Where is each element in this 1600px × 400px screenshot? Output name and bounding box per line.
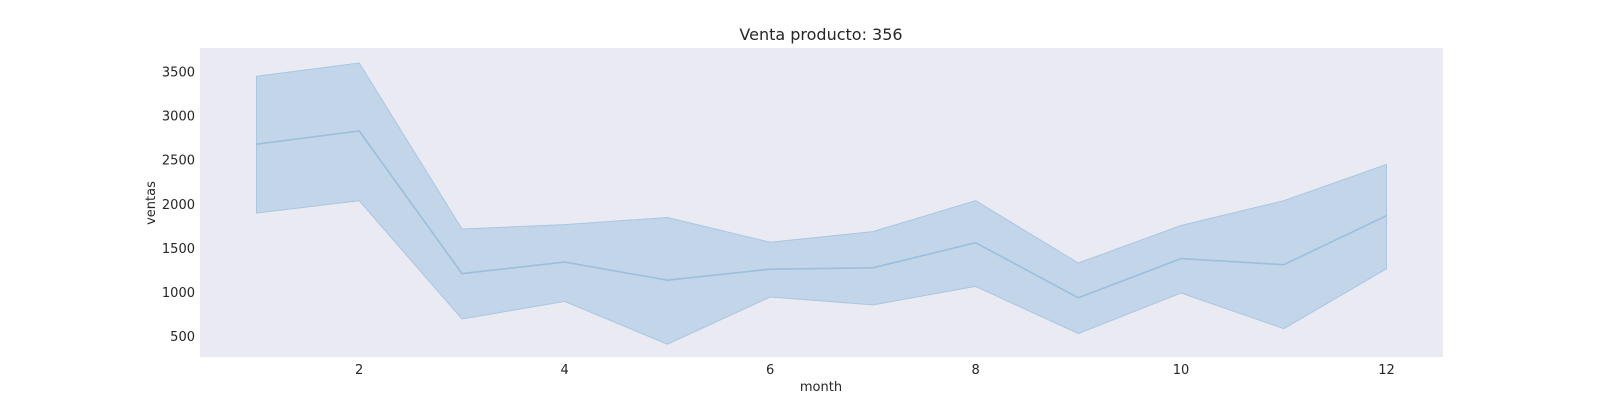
- y-tick-label: 2000: [162, 198, 195, 213]
- y-tick-label: 2500: [162, 154, 195, 169]
- mean-line: [256, 130, 1387, 299]
- y-tick-label: 1000: [162, 286, 195, 301]
- x-tick-label: 4: [561, 363, 569, 378]
- y-tick-label: 1500: [162, 242, 195, 257]
- y-tick-label: 500: [170, 330, 195, 345]
- x-tick-labels: 2 4 6 8 10 12: [355, 363, 1395, 378]
- x-tick-label: 6: [766, 363, 774, 378]
- y-tick-label: 3500: [162, 65, 195, 80]
- y-tick-labels: 500 1000 1500 2000 2500 3000 3500: [162, 65, 195, 345]
- x-axis-label: month: [800, 380, 842, 395]
- chart-title: Venta producto: 356: [739, 25, 902, 44]
- y-axis-label: ventas: [144, 181, 159, 225]
- x-tick-label: 10: [1173, 363, 1190, 378]
- confidence-band-layer: [256, 62, 1387, 345]
- x-tick-label: 8: [971, 363, 979, 378]
- series-line-layer: [256, 130, 1387, 299]
- x-tick-label: 2: [355, 363, 363, 378]
- x-tick-label: 12: [1378, 363, 1395, 378]
- confidence-band: [256, 62, 1387, 345]
- y-tick-label: 3000: [162, 110, 195, 125]
